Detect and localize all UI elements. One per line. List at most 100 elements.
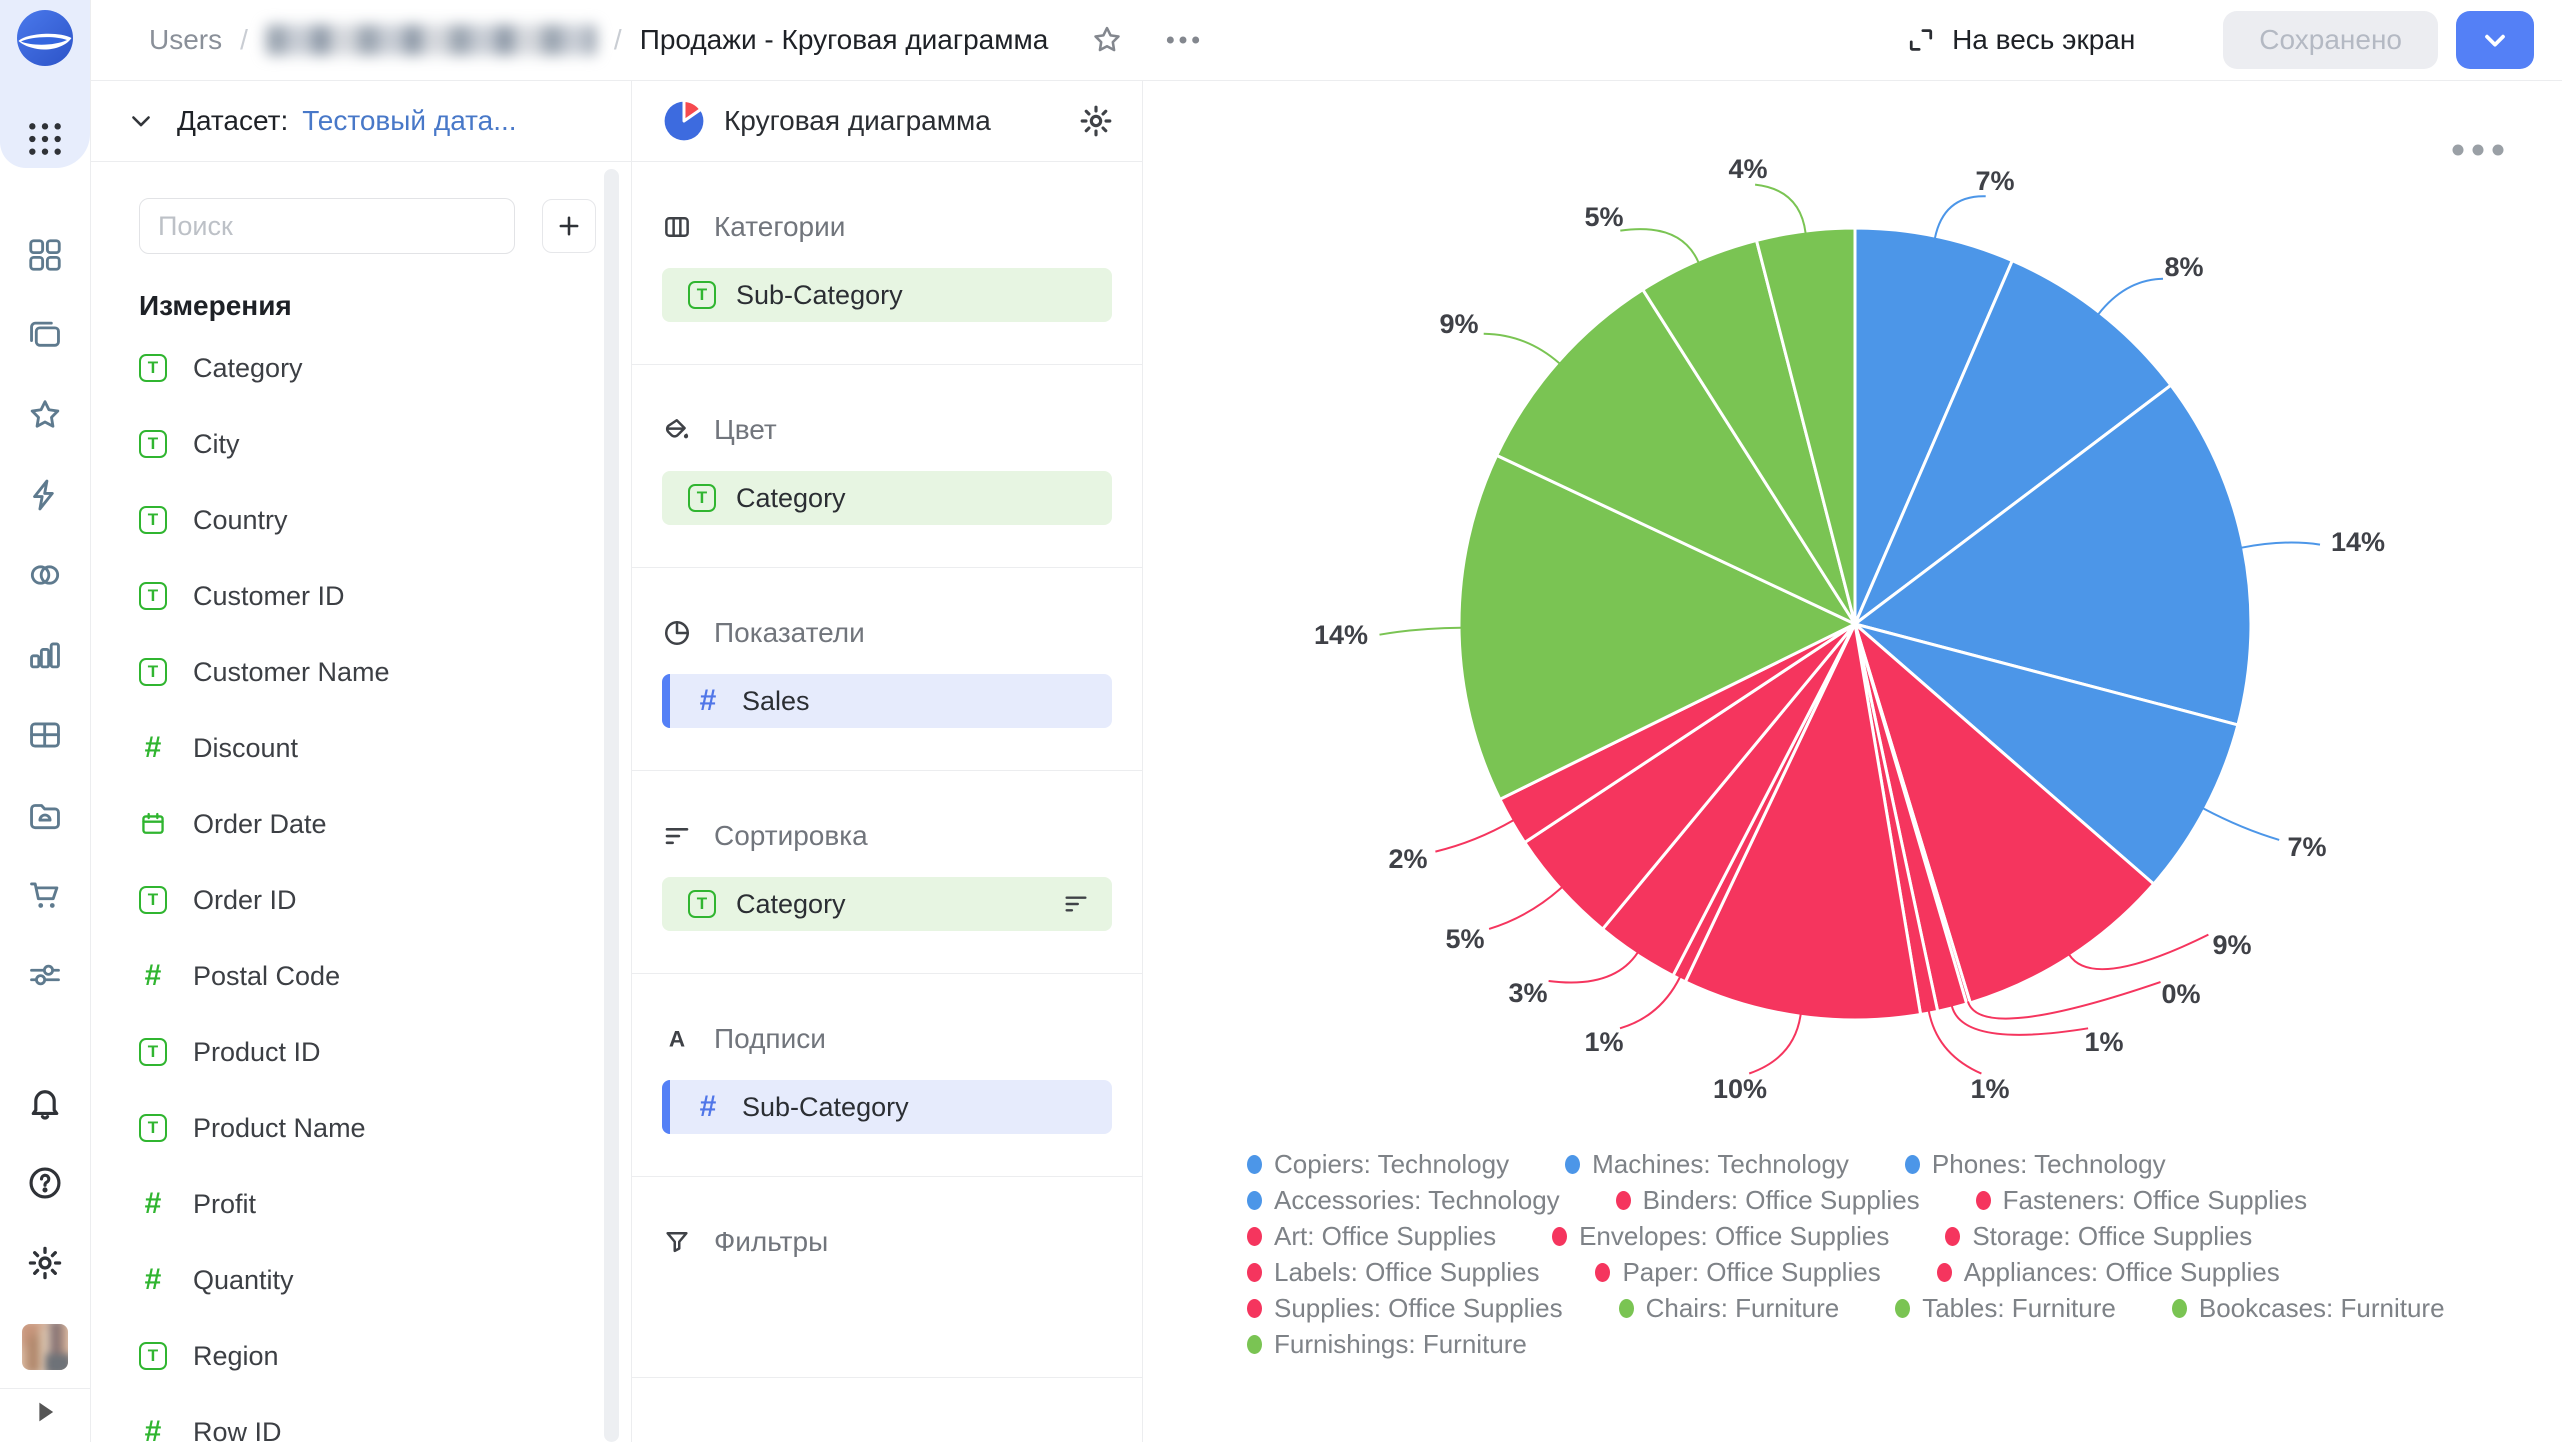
field-chip-category[interactable]: T Category [662,471,1112,525]
date-field-icon [139,810,167,838]
topbar: Users / / Продажи - Круговая диаграмма Н… [91,0,2562,81]
pie-percent-label: 1% [1584,1027,1623,1057]
dataset-field-row[interactable]: # Discount [139,710,631,786]
cart-icon[interactable] [26,876,64,914]
legend-item-furnishings[interactable]: Furnishings: Furniture [1247,1329,1527,1360]
label-leader-line [1927,1010,1982,1075]
text-field-icon: T [139,1114,167,1142]
scrollbar[interactable] [604,169,619,1442]
legend-item-labels[interactable]: Labels: Office Supplies [1247,1257,1539,1288]
config-section-measures: Показатели # Sales [632,568,1142,771]
legend-label: Paper: Office Supplies [1622,1256,1881,1287]
datalens-logo[interactable] [15,8,75,68]
legend-item-supplies[interactable]: Supplies: Office Supplies [1247,1293,1563,1324]
field-label: Quantity [193,1264,294,1295]
label-leader-line [2068,933,2209,971]
label-leader-line [1950,1005,2089,1036]
dataset-field-row[interactable]: T Region [139,1318,631,1394]
dataset-field-row[interactable]: T City [139,406,631,482]
fullscreen-icon[interactable] [1906,25,1936,55]
legend-item-binders[interactable]: Binders: Office Supplies [1615,1185,1920,1216]
gear-icon[interactable] [26,1244,64,1282]
legend-marker [1945,1226,1961,1246]
sliders-icon[interactable] [26,956,64,994]
dataset-field-row[interactable]: # Row ID [139,1394,631,1442]
legend-label: Bookcases: Furniture [2198,1292,2445,1323]
widgets-icon[interactable] [26,236,64,274]
dataset-field-row[interactable]: # Postal Code [139,938,631,1014]
chart-more-menu-icon[interactable] [2448,137,2508,163]
expand-rail-icon[interactable] [30,1397,60,1427]
avatar[interactable] [22,1324,68,1370]
linked-circles-icon[interactable] [26,556,64,594]
dataset-name-link[interactable]: Тестовый дата... [302,105,517,136]
sort-icon [662,821,692,851]
text-field-icon: T [688,484,716,512]
legend-item-machines[interactable]: Machines: Technology [1565,1149,1849,1180]
legend-marker [1895,1298,1911,1318]
label-leader-line [1379,626,1462,636]
legend-item-tables[interactable]: Tables: Furniture [1895,1293,2116,1324]
legend-item-copiers[interactable]: Copiers: Technology [1247,1149,1509,1180]
chart-settings-gear-icon[interactable] [1078,103,1114,139]
dataset-field-row[interactable]: Order Date [139,786,631,862]
fullscreen-button[interactable]: На весь экран [1952,24,2136,55]
legend-item-art[interactable]: Art: Office Supplies [1247,1221,1496,1252]
field-chip-sales[interactable]: # Sales [662,674,1112,728]
collections-icon[interactable] [26,316,64,354]
funnel-icon [662,1227,692,1257]
breadcrumb-root[interactable]: Users [149,24,223,55]
lightning-icon[interactable] [26,476,64,514]
legend-item-envelopes[interactable]: Envelopes: Office Supplies [1552,1221,1889,1252]
bar-chart-icon[interactable] [26,636,64,674]
text-field-icon: T [139,1342,167,1370]
legend-item-bookcases[interactable]: Bookcases: Furniture [2171,1292,2445,1324]
dataset-field-row[interactable]: # Profit [139,1166,631,1242]
help-icon[interactable] [26,1164,64,1202]
dataset-field-row[interactable]: # Quantity [139,1242,631,1318]
apps-grid-icon[interactable] [26,120,64,158]
section-title: Цвет [714,414,777,445]
legend-label: Machines: Technology [1592,1148,1849,1179]
field-chip-sub-category[interactable]: # Sub-Category [662,1080,1112,1134]
pie-chart-type-icon[interactable] [662,99,706,143]
legend-item-phones[interactable]: Phones: Technology [1904,1149,2166,1180]
dataset-field-row[interactable]: T Country [139,482,631,558]
chip-label: Sales [742,685,810,716]
legend-marker [1247,1154,1262,1174]
save-dropdown-button[interactable] [2456,11,2534,69]
legend-marker [1247,1226,1262,1246]
label-leader-line [2241,541,2321,549]
legend-item-appliances[interactable]: Appliances: Office Supplies [1936,1257,2280,1288]
legend-item-chairs[interactable]: Chairs: Furniture [1618,1293,1839,1324]
dataset-label: Датасет: [177,105,289,136]
add-field-button[interactable] [542,199,596,253]
star-icon[interactable] [26,396,64,434]
folder-icon[interactable] [26,796,64,834]
breadcrumb-masked-segment[interactable] [265,25,596,55]
dataset-field-row[interactable]: T Product Name [139,1090,631,1166]
dataset-field-row[interactable]: T Customer ID [139,558,631,634]
dataset-field-row[interactable]: T Customer Name [139,634,631,710]
bell-icon[interactable] [26,1084,64,1122]
legend-item-accessories[interactable]: Accessories: Technology [1247,1185,1560,1216]
breadcrumb-more-icon[interactable] [1164,23,1202,57]
legend-item-paper[interactable]: Paper: Office Supplies [1595,1256,1881,1288]
sort-icon[interactable] [1062,890,1090,918]
chevron-down-icon[interactable] [127,107,155,135]
table-icon[interactable] [26,716,64,754]
legend-item-storage[interactable]: Storage: Office Supplies [1945,1221,2252,1252]
dataset-field-row[interactable]: T Category [139,330,631,406]
chart-area: 7% 8% 14% 7% 9% 0% 1% 1% 10% 1% 3% 5% 2% 14% 9% 5% 4% Co… [1143,81,2562,1442]
field-chip-category[interactable]: T Category [662,877,1112,931]
legend-label: Accessories: Technology [1274,1184,1560,1215]
dataset-field-row[interactable]: T Order ID [139,862,631,938]
field-label: Category [193,352,303,383]
favorite-star-icon[interactable] [1090,23,1124,57]
field-chip-sub-category[interactable]: T Sub-Category [662,268,1112,322]
pie-chart[interactable]: 7% 8% 14% 7% 9% 0% 1% 1% 10% 1% 3% 5% 2% 14% 9% 5% 4% [1143,81,2562,1443]
saved-button[interactable]: Сохранено [2223,11,2438,69]
legend-item-fasteners[interactable]: Fasteners: Office Supplies [1975,1185,2307,1216]
dataset-field-row[interactable]: T Product ID [139,1014,631,1090]
search-input[interactable] [139,198,515,254]
